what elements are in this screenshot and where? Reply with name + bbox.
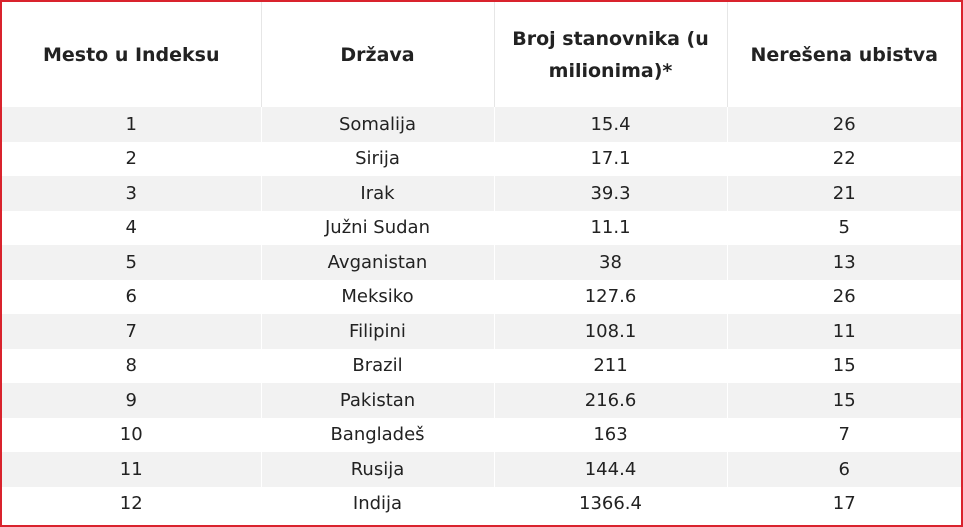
table-cell: Filipini [261, 314, 495, 349]
table-row: 3 Irak 39.3 21 [2, 176, 961, 211]
table-cell: 6 [727, 452, 961, 487]
table-cell: 11 [727, 314, 961, 349]
header-cell: Broj stanovnika (u milionima)* [494, 2, 728, 107]
table-cell: 163 [494, 417, 728, 452]
table-cell: 1366.4 [494, 486, 728, 521]
table-cell: Sirija [261, 141, 495, 176]
table-cell: 127.6 [494, 279, 728, 314]
table-cell: Rusija [261, 452, 495, 487]
header-cell: Nerešena ubistva [750, 43, 938, 66]
table-cell: 9 [2, 383, 262, 418]
table-cell: 39.3 [494, 176, 728, 211]
table-row: 8 Brazil 211 15 [2, 348, 961, 383]
table-row: 4 Južni Sudan 11.1 5 [2, 210, 961, 245]
table-cell: 3 [2, 176, 262, 211]
table-row: 2 Sirija 17.1 22 [2, 141, 961, 176]
table-cell: 26 [727, 107, 961, 142]
table-row: 10 Bangladeš 163 7 [2, 417, 961, 452]
table-row: 12 Indija 1366.4 17 [2, 486, 961, 521]
table-cell: 108.1 [494, 314, 728, 349]
table-cell: Brazil [261, 348, 495, 383]
table-row: 7 Filipini 108.1 11 [2, 314, 961, 349]
table-cell: 11 [2, 452, 262, 487]
table-cell: 13 [727, 245, 961, 280]
table-cell: Avganistan [261, 245, 495, 280]
table-cell: Indija [261, 486, 495, 521]
table-cell: Meksiko [261, 279, 495, 314]
header-row: Mesto u Indeksu Država Broj stanovnika (u … [2, 2, 961, 107]
table-cell: 1 [2, 107, 262, 142]
table-cell: 4 [2, 210, 262, 245]
table-cell: 144.4 [494, 452, 728, 487]
table-cell: 17 [832, 493, 856, 515]
table-cell: Bangladeš [261, 417, 495, 452]
table-cell: Južni Sudan [261, 210, 495, 245]
table-cell: Pakistan [261, 383, 495, 418]
table-row: 6 Meksiko 127.6 26 [2, 279, 961, 314]
table-cell: 26 [832, 286, 856, 308]
table-row: 1 Somalija 15.4 26 [2, 107, 961, 142]
table-cell: Irak [261, 176, 495, 211]
table-cell: Somalija [261, 107, 495, 142]
table-cell: 7 [2, 314, 262, 349]
table-cell: 5 [2, 245, 262, 280]
header-cell: Država [261, 2, 495, 107]
table-cell: 22 [832, 148, 856, 170]
table-cell: 10 [2, 417, 262, 452]
table-cell: 5 [838, 217, 850, 239]
table-body: 1 Somalija 15.4 26 2 Sirija 17.1 22 3 Irak 39.3 21 4… [2, 107, 961, 521]
table-cell: 21 [727, 176, 961, 211]
table-cell: 11.1 [494, 210, 728, 245]
table-cell: 15 [832, 355, 856, 377]
table-cell: 211 [494, 348, 728, 383]
table-cell: 6 [2, 279, 262, 314]
table-cell: 7 [838, 424, 850, 446]
table-cell: 8 [2, 348, 262, 383]
table-row: 5 Avganistan 38 13 [2, 245, 961, 280]
table-cell: 17.1 [494, 141, 728, 176]
table-row: 9 Pakistan 216.6 15 [2, 383, 961, 418]
table-cell: 15 [727, 383, 961, 418]
table-cell: 12 [2, 486, 262, 521]
header-cell: Mesto u Indeksu [2, 2, 262, 107]
table-cell: 216.6 [494, 383, 728, 418]
table-row: 11 Rusija 144.4 6 [2, 452, 961, 487]
table-cell: 2 [2, 141, 262, 176]
table-cell: 38 [494, 245, 728, 280]
table-cell: 15.4 [494, 107, 728, 142]
